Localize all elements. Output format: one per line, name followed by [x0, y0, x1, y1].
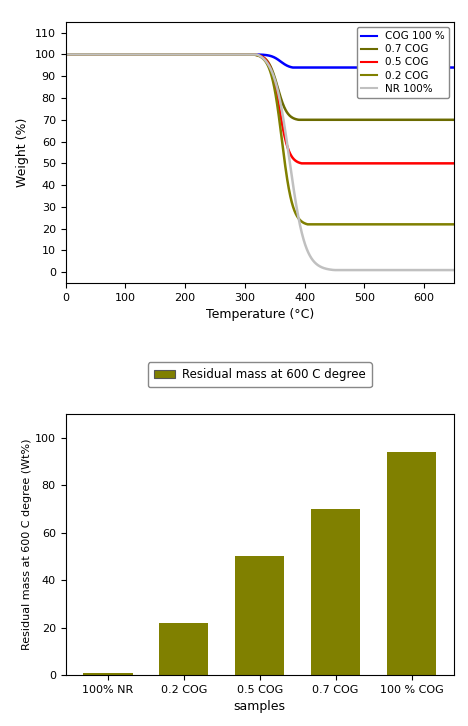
0.7 COG — [440, 115, 446, 124]
X-axis label: samples: samples — [234, 701, 286, 714]
0.5 COG — [440, 159, 446, 168]
0.7 COG — [369, 115, 374, 124]
0.2 COG — [252, 50, 257, 59]
NR 100% — [63, 50, 68, 59]
NR 100% — [241, 50, 247, 59]
COG 100 % — [252, 50, 257, 59]
COG 100 % — [82, 50, 88, 59]
0.2 COG — [305, 220, 310, 229]
NR 100% — [82, 50, 88, 59]
0.2 COG — [369, 220, 374, 229]
0.7 COG — [296, 115, 301, 124]
0.7 COG — [440, 115, 446, 124]
COG 100 % — [369, 63, 374, 72]
0.2 COG — [63, 50, 68, 59]
COG 100 % — [290, 63, 295, 72]
Line: 0.2 COG: 0.2 COG — [66, 54, 454, 224]
0.5 COG — [369, 159, 374, 168]
0.5 COG — [451, 159, 457, 168]
0.5 COG — [299, 159, 304, 168]
Line: 0.5 COG: 0.5 COG — [66, 54, 454, 163]
0.2 COG — [241, 50, 247, 59]
0.5 COG — [241, 50, 247, 59]
0.2 COG — [451, 220, 457, 229]
0.7 COG — [63, 50, 68, 59]
NR 100% — [440, 266, 446, 274]
0.7 COG — [451, 115, 457, 124]
NR 100% — [440, 266, 446, 274]
Line: NR 100%: NR 100% — [66, 54, 454, 270]
Bar — [235, 556, 285, 675]
0.7 COG — [82, 50, 88, 59]
COG 100 % — [440, 63, 446, 72]
Line: COG 100 %: COG 100 % — [66, 54, 454, 68]
COG 100 % — [440, 63, 446, 72]
0.2 COG — [440, 220, 446, 229]
NR 100% — [451, 266, 457, 274]
Legend: Residual mass at 600 C degree: Residual mass at 600 C degree — [148, 362, 372, 387]
0.5 COG — [252, 50, 257, 59]
Y-axis label: Residual mass at 600 C degree (Wt%): Residual mass at 600 C degree (Wt%) — [22, 439, 32, 650]
COG 100 % — [451, 63, 457, 72]
0.7 COG — [241, 50, 247, 59]
0.5 COG — [82, 50, 88, 59]
Bar — [311, 509, 360, 675]
0.5 COG — [440, 159, 446, 168]
COG 100 % — [241, 50, 247, 59]
Y-axis label: Weight (%): Weight (%) — [16, 118, 29, 187]
Line: 0.7 COG: 0.7 COG — [66, 54, 454, 120]
COG 100 % — [63, 50, 68, 59]
NR 100% — [332, 266, 337, 274]
X-axis label: Temperature (°C): Temperature (°C) — [205, 309, 314, 322]
Bar — [387, 452, 436, 675]
Bar — [83, 673, 132, 675]
NR 100% — [252, 50, 257, 59]
0.2 COG — [82, 50, 88, 59]
0.2 COG — [440, 220, 446, 229]
Bar — [159, 623, 208, 675]
0.5 COG — [63, 50, 68, 59]
Legend: COG 100 %, 0.7 COG, 0.5 COG, 0.2 COG, NR 100%: COG 100 %, 0.7 COG, 0.5 COG, 0.2 COG, NR… — [357, 27, 449, 98]
NR 100% — [369, 266, 374, 274]
0.7 COG — [252, 50, 257, 59]
